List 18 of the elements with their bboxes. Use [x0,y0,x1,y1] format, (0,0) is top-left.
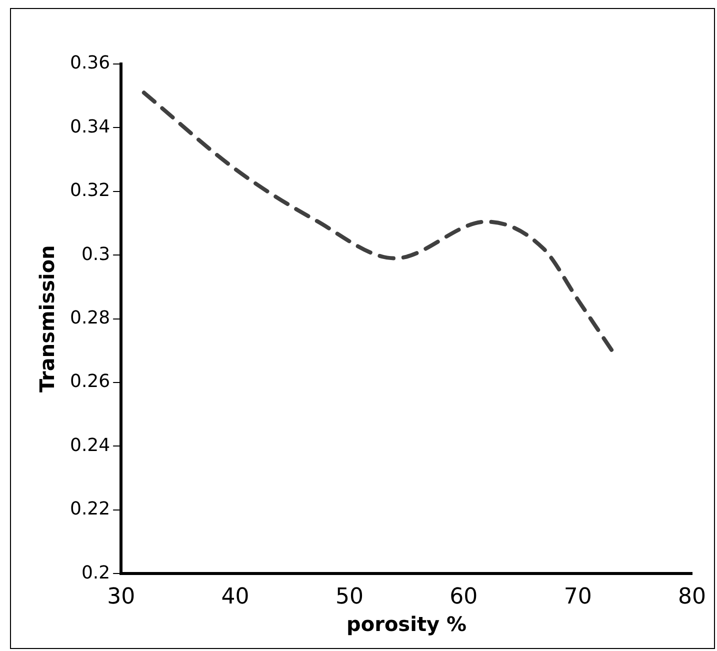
y-tick-label: 0.24 [70,434,110,456]
y-tick-label: 0.26 [70,371,110,392]
y-tick-label: 0.32 [70,180,110,202]
line-series [142,90,614,353]
y-tick-label: 0.3 [81,244,110,265]
y-tick-label: 0.2 [81,562,110,584]
x-tick-label: 50 [335,584,364,610]
x-tick-label: 70 [564,584,592,610]
y-tick-label: 0.34 [70,116,110,138]
x-tick-label: 80 [678,584,706,610]
x-axis-title: porosity % [346,612,467,636]
y-tick-label: 0.28 [70,307,110,328]
x-tick-label: 30 [107,584,136,610]
y-tick-label: 0.36 [70,52,110,74]
x-tick-label: 40 [221,584,250,610]
y-axis-title: Transmission [35,245,60,392]
x-tick-label: 60 [450,584,478,610]
y-tick-label: 0.22 [70,498,110,520]
